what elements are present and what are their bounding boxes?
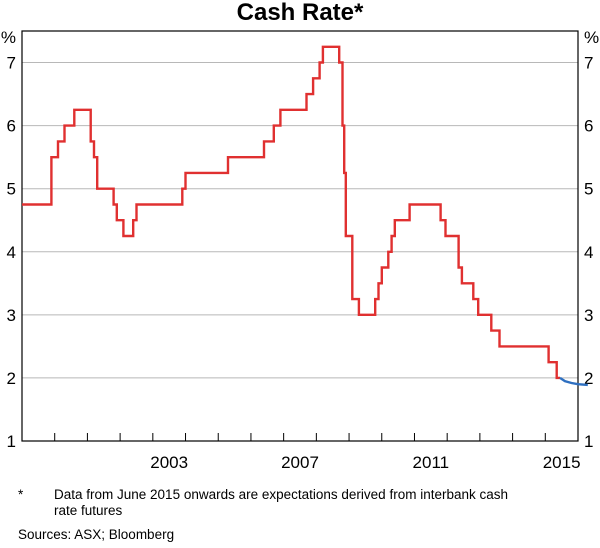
x-tick-label-2003: 2003	[150, 453, 188, 472]
chart-title: Cash Rate*	[237, 0, 364, 26]
y-tick-label-left-2: 2	[7, 369, 16, 388]
y-tick-label-left-6: 6	[7, 117, 16, 136]
y-unit-left: %	[1, 28, 16, 47]
x-tick-label-2007: 2007	[281, 453, 319, 472]
x-tick-label-2015: 2015	[543, 453, 581, 472]
y-tick-label-left-5: 5	[7, 180, 16, 199]
series-line-1	[559, 376, 588, 387]
footnote-text: Data from June 2015 onwards are expectat…	[54, 487, 508, 518]
y-tick-label-right-7: 7	[584, 54, 593, 73]
y-tick-label-right-1: 1	[584, 432, 593, 451]
sources-note: Sources: ASX; Bloomberg	[18, 527, 175, 542]
y-tick-label-right-3: 3	[584, 306, 593, 325]
footnote-marker: *	[18, 487, 24, 502]
y-tick-label-left-1: 1	[7, 432, 16, 451]
y-tick-label-left-4: 4	[7, 243, 16, 262]
series-line-0	[22, 45, 560, 380]
y-tick-label-left-7: 7	[7, 54, 16, 73]
y-tick-label-left-3: 3	[7, 306, 16, 325]
y-tick-label-right-6: 6	[584, 117, 593, 136]
y-tick-label-right-5: 5	[584, 180, 593, 199]
y-tick-label-right-2: 2	[584, 369, 593, 388]
y-unit-right: %	[584, 28, 599, 47]
plot-frame	[21, 30, 579, 442]
x-tick-label-2011: 2011	[413, 453, 450, 472]
y-tick-label-right-4: 4	[584, 243, 593, 262]
